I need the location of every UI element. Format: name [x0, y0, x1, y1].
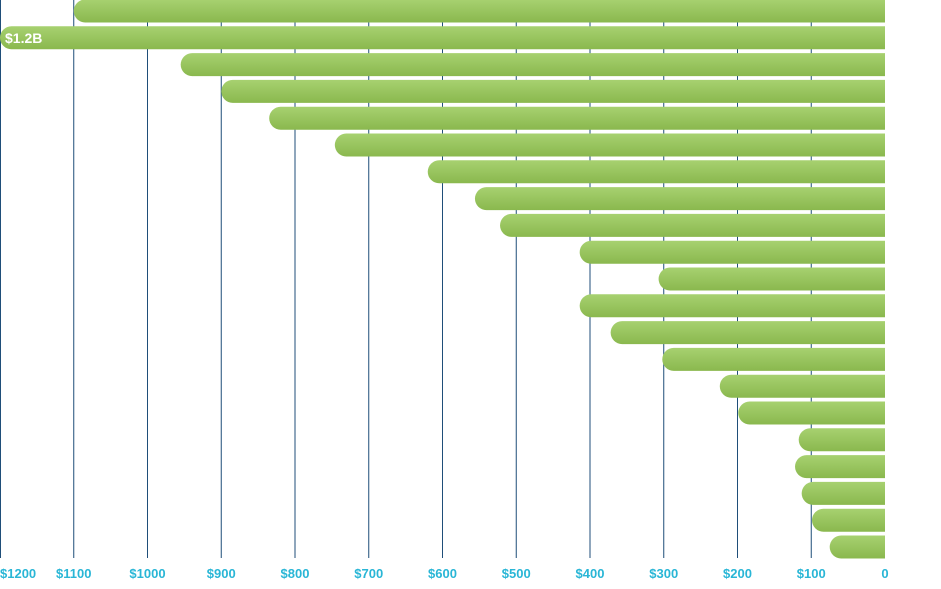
- bar-18: [795, 455, 885, 479]
- data-label-bar-2: $1.2B: [5, 30, 42, 46]
- x-tick-label: $1000: [129, 566, 165, 581]
- bar-12: [579, 294, 885, 318]
- bar-11: [658, 267, 885, 291]
- x-tick-label: 0: [881, 566, 888, 581]
- bar-2: [0, 26, 885, 50]
- bar-17: [798, 428, 885, 452]
- x-tick-label: $800: [281, 566, 310, 581]
- x-tick-label: $600: [428, 566, 457, 581]
- bar-13: [610, 321, 885, 345]
- bar-16: [738, 401, 885, 425]
- x-tick-label: $700: [354, 566, 383, 581]
- bar-4: [221, 79, 885, 103]
- bar-8: [474, 187, 885, 211]
- x-tick-label: $1200: [0, 566, 36, 581]
- x-tick-label: $900: [207, 566, 236, 581]
- bar-19: [801, 481, 885, 505]
- bar-3: [180, 53, 885, 77]
- x-tick-label: $300: [649, 566, 678, 581]
- bar-5: [269, 106, 885, 130]
- bar-9: [500, 213, 885, 237]
- x-tick-label: $200: [723, 566, 752, 581]
- bar-1: [73, 0, 885, 23]
- bar-6: [334, 133, 885, 157]
- x-axis-ticks: $1200 $1100 $1000 $900 $800 $700 $600 $500 $400 $…: [0, 566, 889, 581]
- bars: [0, 0, 885, 559]
- x-tick-label: $1100: [56, 566, 91, 581]
- bar-14: [662, 347, 885, 371]
- x-tick-label: $400: [576, 566, 605, 581]
- data-labels: $1.2B: [5, 30, 42, 46]
- bar-20: [811, 508, 885, 532]
- bar-7: [427, 160, 885, 184]
- x-tick-label: $100: [797, 566, 826, 581]
- bar-10: [579, 240, 885, 264]
- bar-15: [719, 374, 885, 398]
- bar-21: [829, 535, 885, 559]
- x-tick-label: $500: [502, 566, 531, 581]
